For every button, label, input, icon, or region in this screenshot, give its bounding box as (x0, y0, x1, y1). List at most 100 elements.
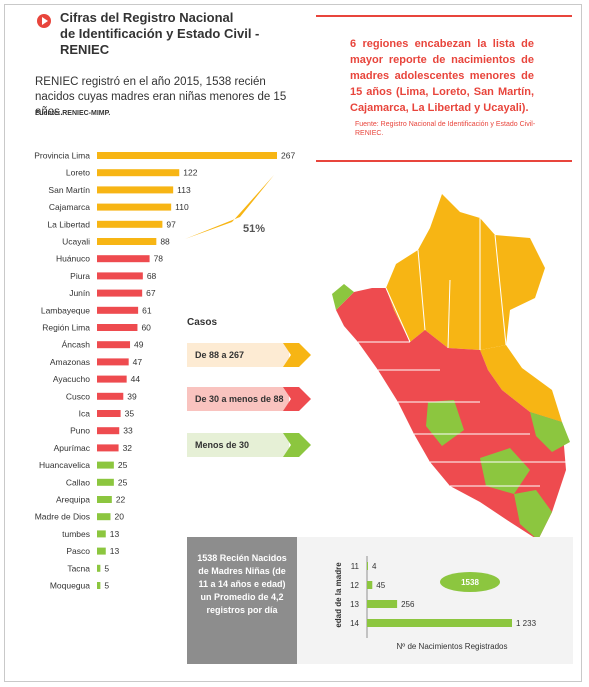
bar (97, 238, 157, 245)
bar (97, 547, 106, 555)
bar-value-label: 97 (166, 219, 176, 229)
peru-map (332, 194, 570, 540)
legend-item-low: Menos de 30 (187, 433, 289, 457)
bar (97, 410, 121, 417)
bar-value-label: 267 (281, 151, 295, 161)
bar-value-label: 25 (118, 477, 128, 487)
bar-category-label: Loreto (66, 168, 90, 178)
bar-value-label: 25 (118, 460, 128, 470)
bar (97, 478, 114, 486)
bar (97, 461, 114, 469)
bar-category-label: Apurímac (54, 443, 91, 453)
bar (97, 392, 124, 400)
bar-value-label: 60 (141, 323, 151, 333)
callout-text: 6 regiones encabezan la lista de mayor r… (350, 38, 534, 114)
legend-label: De 30 a menos de 88 (195, 394, 284, 404)
inset-panel (297, 537, 573, 664)
bar-value-label: 5 (104, 581, 109, 591)
bar (97, 152, 277, 159)
legend-arrow-icon (283, 433, 311, 457)
age-bar-value: 256 (401, 600, 415, 609)
bar-value-label: 39 (127, 391, 137, 401)
map-region-orange (386, 194, 562, 422)
age-tick-label: 12 (350, 581, 359, 590)
legend-arrow-icon (283, 343, 311, 367)
bar-category-label: Ayacucho (53, 374, 90, 384)
bar-category-label: Callao (66, 477, 90, 487)
age-bar-chart: 11 4 12 45 13 256 14 1 233 edad de la madre Nº de… (334, 556, 537, 651)
bar-value-label: 49 (134, 340, 144, 350)
legend-label: De 88 a 267 (195, 350, 245, 360)
count-axis-title: Nº de Nacimientos Registrados (397, 642, 508, 651)
bar-value-label: 61 (142, 305, 152, 315)
bar-value-label: 78 (154, 254, 164, 264)
bar-value-label: 33 (123, 426, 133, 436)
bar-category-label: Ucayali (62, 237, 90, 247)
age-bar-value: 4 (372, 562, 377, 571)
bar (97, 582, 101, 589)
play-arrow-icon (37, 14, 51, 28)
age-bar (367, 600, 398, 608)
bar-value-label: 67 (146, 288, 156, 298)
intro-text: RENIEC registró en el año 2015, 1538 rec… (35, 76, 287, 118)
bar-category-label: Amazonas (50, 357, 90, 367)
bar-category-label: Tacna (67, 563, 90, 573)
bar (97, 530, 106, 538)
bar-value-label: 5 (104, 563, 109, 573)
page-title: Cifras del Registro Nacional de Identifi… (60, 10, 260, 57)
bar-category-label: Puno (70, 426, 90, 436)
bar (97, 306, 139, 314)
callout-source: Fuente: Registro Nacional de Identificac… (355, 121, 536, 137)
bar-category-label: Cusco (66, 391, 90, 401)
bar-category-label: Lambayeque (41, 305, 90, 315)
bar-category-label: Pasco (66, 546, 90, 556)
bar (97, 496, 112, 503)
bar-value-label: 68 (147, 271, 157, 281)
bar-category-label: Áncash (62, 340, 91, 350)
bar (97, 255, 150, 263)
legend-arrow-icon (283, 387, 311, 411)
bar-value-label: 47 (133, 357, 143, 367)
bar-value-label: 32 (123, 443, 133, 453)
age-bar-value: 45 (376, 581, 385, 590)
bar-category-label: Ica (79, 409, 91, 419)
bar-category-label: Moquegua (50, 581, 90, 591)
map-borders (358, 218, 566, 487)
bar (97, 186, 174, 194)
stat-box: 1538 Recién Nacidos de Madres Niñas (de … (187, 537, 297, 664)
bar (97, 220, 163, 228)
age-tick-label: 13 (350, 600, 359, 609)
age-bar (367, 581, 373, 589)
bar (97, 513, 111, 521)
bar-category-label: Cajamarca (49, 202, 90, 212)
bar-category-label: Provincia Lima (34, 151, 90, 161)
bar-value-label: 13 (110, 529, 120, 539)
bar-value-label: 35 (125, 409, 135, 419)
bar-value-label: 110 (175, 202, 189, 212)
bar-category-label: San Martín (48, 185, 90, 195)
bar-value-label: 44 (131, 374, 141, 384)
age-bar (367, 562, 368, 570)
total-badge-label: 1538 (461, 578, 479, 587)
bar-value-label: 122 (183, 168, 197, 178)
infographic-frame (4, 4, 582, 682)
bar (97, 358, 129, 366)
callout-box (316, 15, 572, 162)
bar (97, 203, 172, 211)
bar-value-label: 20 (114, 512, 124, 522)
legend-title: Casos (187, 317, 218, 328)
bar (97, 169, 180, 177)
intro-source: Fuente: RENIEC-MIMP. (35, 110, 111, 117)
bar-category-label: La Libertad (47, 219, 90, 229)
map-region-green (332, 284, 570, 540)
bar-value-label: 22 (116, 495, 126, 505)
bar (97, 289, 143, 297)
bar-category-label: tumbes (62, 529, 90, 539)
age-bar-value: 1 233 (516, 619, 537, 628)
bar (97, 341, 131, 349)
bar-category-label: Piura (70, 271, 90, 281)
legend-item-high: De 88 a 267 (187, 343, 289, 367)
legend-item-mid: De 30 a menos de 88 (187, 387, 289, 411)
bar-category-label: Huánuco (56, 254, 90, 264)
